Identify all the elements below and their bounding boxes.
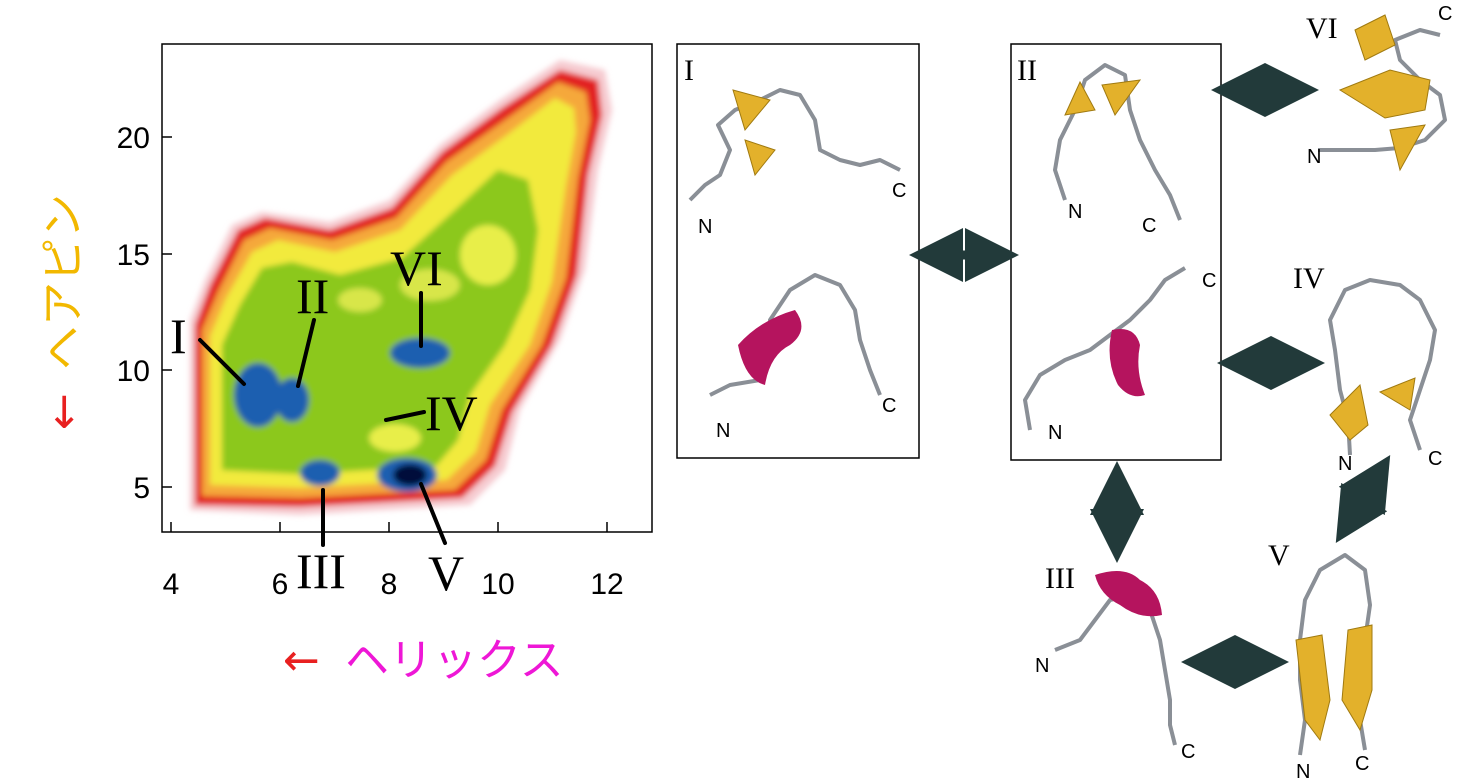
y-tick-label: 5 bbox=[133, 472, 150, 505]
beta-sheet bbox=[1378, 377, 1416, 411]
region-label-II: II bbox=[296, 268, 329, 324]
region-label-IV: IV bbox=[425, 385, 478, 441]
terminus-c: C bbox=[1428, 448, 1442, 470]
contour-high-patch bbox=[460, 225, 516, 285]
beta-sheet bbox=[1338, 69, 1431, 119]
backbone bbox=[1328, 278, 1437, 456]
svg-text:←: ← bbox=[283, 635, 320, 686]
terminus-n: N bbox=[1296, 761, 1310, 780]
terminus-c: C bbox=[1142, 215, 1156, 237]
region-leaders bbox=[198, 291, 447, 547]
basin-I bbox=[234, 363, 282, 427]
beta-sheet bbox=[1329, 383, 1369, 441]
terminus-c: C bbox=[1181, 741, 1195, 763]
panel-label: IV bbox=[1293, 262, 1325, 295]
basin-VI bbox=[390, 338, 450, 368]
panel-label: VI bbox=[1306, 12, 1338, 45]
panel-label: I bbox=[684, 54, 694, 87]
structure-panel-V: V N C bbox=[1268, 539, 1373, 780]
structure-panel-VI: VI C N bbox=[1306, 3, 1452, 172]
x-tick-label: 4 bbox=[163, 568, 180, 601]
basin-V-core bbox=[393, 464, 427, 486]
svg-text:ヘアピン: ヘアピン bbox=[38, 194, 89, 370]
backbone bbox=[1318, 28, 1447, 152]
beta-sheet bbox=[1341, 624, 1373, 732]
alpha-helix bbox=[738, 310, 802, 385]
terminus-n: N bbox=[1338, 453, 1352, 475]
beta-sheet bbox=[1354, 14, 1396, 61]
x-axis bbox=[170, 522, 608, 532]
terminus-n: N bbox=[1068, 201, 1082, 223]
beta-sheet bbox=[1064, 80, 1096, 116]
terminus-n: N bbox=[698, 216, 712, 238]
beta-sheet bbox=[1389, 124, 1426, 172]
y-tick-label: 20 bbox=[117, 122, 150, 155]
structure-panel-III: III N C bbox=[1035, 562, 1195, 763]
terminus-c: C bbox=[1438, 3, 1452, 25]
heatmap-body bbox=[190, 60, 612, 515]
beta-sheet bbox=[732, 89, 771, 132]
structure-panel-II: II N C C N bbox=[1010, 43, 1222, 461]
terminus-c: C bbox=[882, 395, 896, 417]
terminus-c: C bbox=[892, 180, 906, 202]
region-label-III: III bbox=[296, 543, 346, 599]
x-axis-title: ← ヘリックス bbox=[283, 635, 564, 686]
contour-high-patch bbox=[338, 288, 382, 312]
terminus-n: N bbox=[1035, 655, 1049, 677]
alpha-helix bbox=[1109, 329, 1145, 397]
x-tick-label: 10 bbox=[481, 568, 514, 601]
svg-text:←: ← bbox=[38, 393, 89, 430]
y-tick-label: 10 bbox=[117, 355, 150, 388]
panel-label: V bbox=[1268, 539, 1290, 572]
region-label-VI: VI bbox=[390, 240, 443, 296]
terminus-c: C bbox=[1202, 270, 1216, 292]
x-tick-label: 6 bbox=[272, 568, 289, 601]
x-tick-label: 12 bbox=[590, 568, 623, 601]
beta-sheet bbox=[1295, 634, 1331, 742]
basin-II bbox=[275, 378, 309, 422]
free-energy-landscape: 4 6 8 10 12 5 10 15 20 I II III IV V VI … bbox=[38, 43, 653, 686]
contour-high-patch bbox=[369, 424, 421, 452]
beta-sheet bbox=[744, 139, 776, 177]
svg-text:ヘリックス: ヘリックス bbox=[345, 635, 564, 686]
basin-III bbox=[300, 460, 340, 486]
backbone bbox=[688, 88, 901, 202]
terminus-n: N bbox=[716, 420, 730, 442]
backbone bbox=[1053, 63, 1182, 221]
backbone bbox=[709, 273, 882, 397]
terminus-n: N bbox=[1048, 422, 1062, 444]
contour-high-patch bbox=[400, 269, 460, 301]
y-tick-label: 15 bbox=[117, 239, 150, 272]
transition-arrow-IV-V bbox=[1335, 455, 1391, 543]
alpha-helix bbox=[1095, 571, 1162, 617]
structure-panel-I: I N C N C bbox=[676, 43, 920, 459]
x-tick-label: 8 bbox=[381, 568, 398, 601]
region-label-I: I bbox=[170, 308, 187, 364]
panel-label: II bbox=[1017, 54, 1037, 87]
backbone bbox=[1023, 266, 1187, 431]
y-axis bbox=[162, 136, 172, 488]
region-label-V: V bbox=[428, 545, 464, 601]
terminus-c: C bbox=[1355, 753, 1369, 775]
panel-label: III bbox=[1045, 562, 1075, 595]
transition-arrows bbox=[909, 63, 1391, 689]
backbone bbox=[1054, 593, 1177, 746]
beta-sheet bbox=[1101, 79, 1142, 117]
structure-panel-IV: IV N C bbox=[1293, 262, 1442, 475]
y-axis-title: ← ヘアピン bbox=[38, 194, 89, 430]
terminus-n: N bbox=[1307, 146, 1321, 168]
